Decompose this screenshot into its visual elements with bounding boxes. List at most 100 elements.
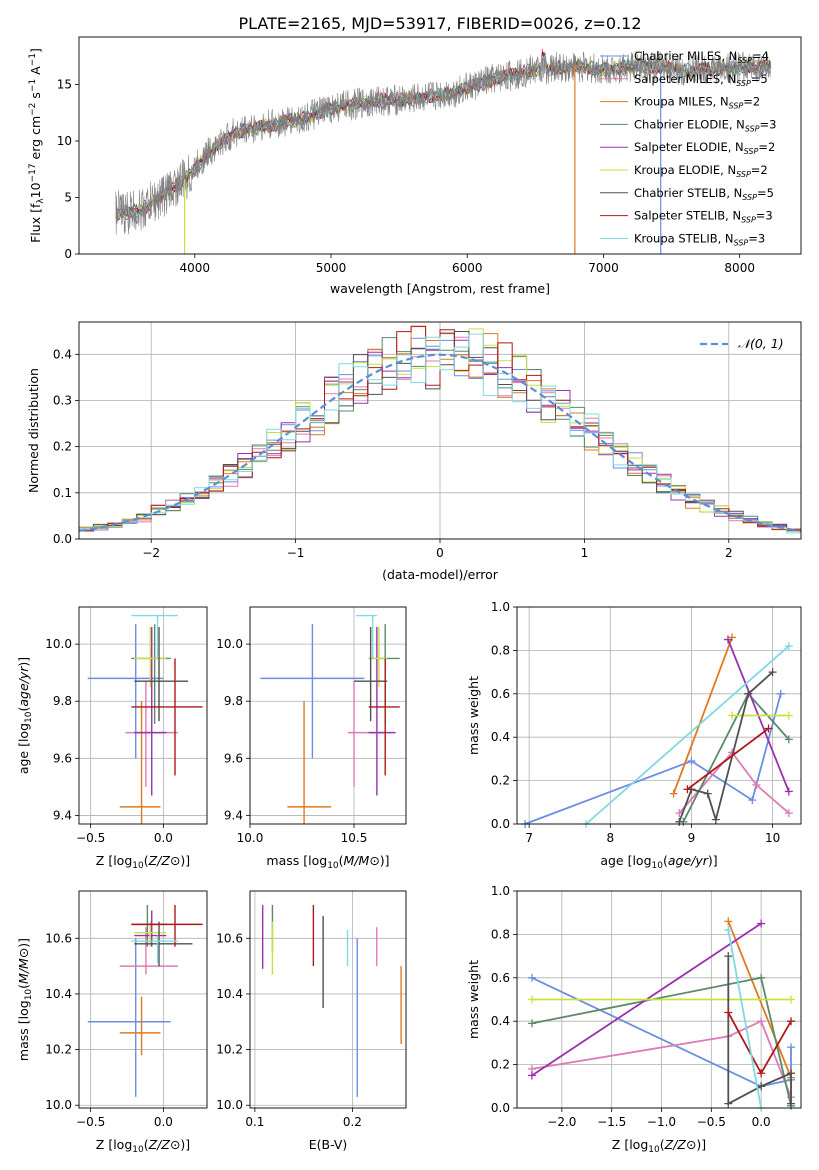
tick-label-y: 10.4: [216, 987, 243, 1001]
weight-marker: [527, 995, 536, 1004]
weight-marker: [728, 633, 737, 642]
weight-marker: [527, 973, 536, 982]
tick-label-x: −0.5: [76, 831, 105, 845]
weight-series-chabrier-miles: [521, 689, 785, 828]
errorbar-kroupa-elodie: [134, 626, 167, 687]
weight-series-kroupa-elodie: [527, 995, 796, 1004]
weight-line: [531, 976, 792, 1088]
weight-marker: [787, 1017, 796, 1026]
tick-label-y: 1.0: [491, 600, 510, 614]
errorbar-chabrier-elodie: [131, 624, 171, 725]
legend-entry: Kroupa MILES, NSSP=2: [634, 95, 760, 111]
axes-mass_vs_ebv: 0.1 0.2 10.0 10.2 10.4 10.6 E(B-V): [216, 891, 406, 1152]
tick-label-y: 0.1: [53, 486, 72, 500]
tick-label-x: 10.5: [341, 831, 368, 845]
axes-border: [516, 606, 802, 825]
hist-kroupa-stelib: [79, 333, 801, 534]
tick-label-y: 0.6: [491, 687, 510, 701]
axes-weight_vs_age: 7 8 9 10 0.0 0.2 0.4 0.6 0.8 1.0 mass weight age [l…: [466, 600, 801, 871]
weight-marker: [757, 1017, 766, 1026]
weight-marker: [748, 796, 757, 805]
tick-label-y: 9.4: [53, 808, 72, 822]
axes-border: [78, 321, 802, 540]
tick-label-y: 0.4: [53, 347, 72, 361]
tick-label-x: 0.0: [752, 1115, 771, 1129]
x-axis-label: wavelength [Angstrom, rest frame]: [330, 281, 550, 296]
tick-label-x: −0.5: [76, 1115, 105, 1129]
tick-label-x: 1: [581, 546, 589, 560]
tick-label-y: 0: [64, 247, 72, 261]
weight-series-kroupa-elodie: [728, 711, 793, 720]
tick-label-y: 0.4: [491, 730, 510, 744]
tick-label-x: 6000: [452, 261, 483, 275]
tick-label-x: 9: [688, 831, 696, 845]
weight-series-kroupa-stelib: [724, 926, 766, 1112]
axes-weight_vs_Z: −2.0 −1.5 −1.0 −0.5 0.0 0.0 0.2 0.4 0.6 0.8 1.0 mas…: [466, 884, 801, 1155]
errorbar-chabrier-stelib: [354, 626, 388, 722]
weight-marker: [757, 1082, 766, 1091]
tick-label-x: 10.0: [237, 831, 264, 845]
weight-marker: [687, 757, 696, 766]
errorbar-salpeter-stelib: [131, 904, 203, 947]
weight-marker: [683, 785, 692, 794]
axes-border: [78, 890, 208, 1109]
errorbar-chabrier-stelib: [134, 921, 193, 967]
tick-label-y: 0.8: [491, 643, 510, 657]
weight-series-chabrier-stelib: [675, 668, 777, 826]
weight-marker: [724, 917, 733, 926]
tick-label-x: 10: [765, 831, 780, 845]
tick-label-y: 0.3: [53, 393, 72, 407]
weight-marker: [784, 642, 793, 651]
weight-marker: [784, 735, 793, 744]
weight-series-kroupa-miles: [669, 633, 737, 798]
weight-marker: [723, 635, 732, 644]
tick-label-y: 0.4: [491, 1014, 510, 1028]
tick-label-x: −1: [287, 546, 305, 560]
y-axis-label: Flux [fλ10−17 erg cm−2 s−1 A−1]: [28, 48, 46, 243]
tick-label-y: 10.0: [216, 1098, 243, 1112]
errorbar-kroupa-miles: [119, 996, 161, 1056]
weight-marker: [703, 789, 712, 798]
legend-entry: 𝒩(0, 1): [738, 336, 784, 351]
y-axis-label: mass weight: [466, 676, 481, 755]
axes-residuals: −2 −1 0 1 2 0.0 0.1 0.2 0.3 0.4 (data-model)/error…: [26, 322, 802, 582]
tick-label-y: 9.8: [224, 694, 243, 708]
weight-series-chabrier-stelib: [724, 952, 796, 1108]
x-axis-label: age [log10(age/yr)]: [600, 853, 717, 871]
tick-label-y: 0.2: [491, 1058, 510, 1072]
legend-entry: Chabrier STELIB, NSSP=5: [634, 186, 774, 202]
weight-marker: [527, 1019, 536, 1028]
x-axis-label: Z [log10(Z/Z⊙)]: [612, 1137, 706, 1155]
tick-label-x: −0.5: [697, 1115, 726, 1129]
tick-label-x: 8: [606, 831, 614, 845]
tick-label-y: 9.8: [53, 694, 72, 708]
weight-marker: [787, 1099, 796, 1108]
tick-label-y: 0.2: [491, 774, 510, 788]
tick-label-x: 0.0: [154, 831, 173, 845]
axes-mass_vs_Z: −0.5 0.0 10.0 10.2 10.4 10.6 Z [log10(Z/Z⊙)] ma…: [16, 891, 207, 1155]
weight-marker: [784, 787, 793, 796]
weight-line: [585, 645, 790, 825]
x-axis-label: Z [log10(Z/Z⊙)]: [96, 853, 190, 871]
x-axis-label: E(B-V): [309, 1137, 348, 1152]
weight-marker: [724, 926, 733, 935]
spectrum-legend: Chabrier MILES, NSSP=4 Salpeter MILES, NS…: [600, 49, 776, 247]
errorbar-salpeter-stelib: [368, 658, 400, 776]
tick-label-x: −1.5: [597, 1115, 626, 1129]
tick-label-x: 7000: [588, 261, 619, 275]
tick-label-x: −2.0: [547, 1115, 576, 1129]
tick-label-x: −1.0: [647, 1115, 676, 1129]
tick-label-x: 4000: [180, 261, 211, 275]
model-line-chabrier-stelib: [115, 50, 771, 222]
axes-spectrum: 4000 5000 6000 7000 8000 0 5 10 15 wavelength [An…: [28, 48, 776, 296]
weight-line: [678, 671, 774, 823]
tick-label-y: 0.0: [491, 1101, 510, 1115]
figure-title: PLATE=2165, MJD=53917, FIBERID=0026, z=0…: [238, 14, 641, 33]
weight-marker: [784, 809, 793, 818]
errorbar-kroupa-miles: [287, 701, 332, 824]
axes-border: [78, 606, 208, 825]
weight-marker: [757, 919, 766, 928]
y-axis-label: mass [log10(M/M⊙)]: [16, 938, 34, 1061]
